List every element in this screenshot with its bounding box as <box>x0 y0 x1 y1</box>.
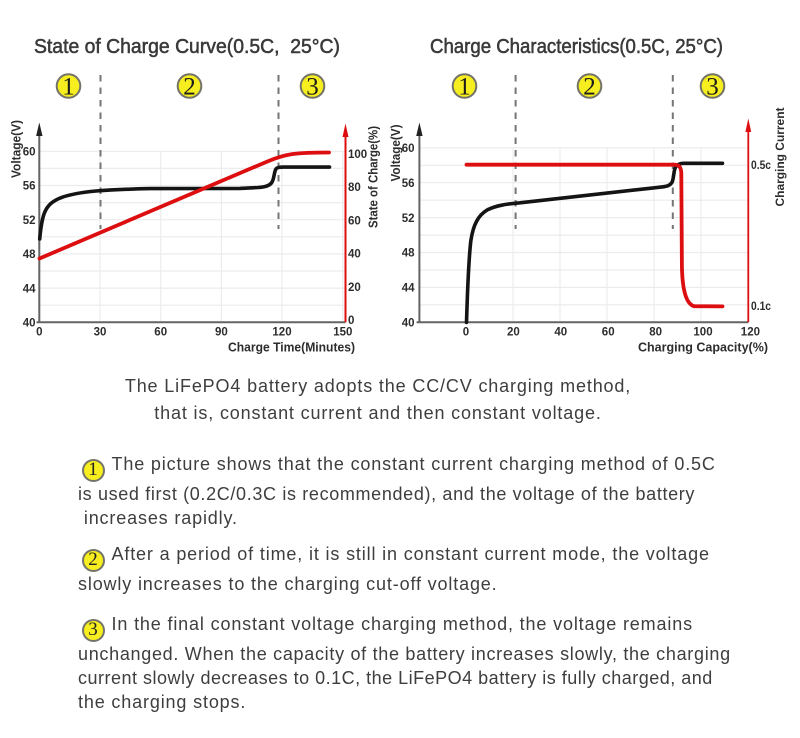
svg-text:Charge Characteristics(0.5C, 2: Charge Characteristics(0.5C, 25°C) <box>430 35 723 58</box>
svg-text:44: 44 <box>23 283 36 295</box>
svg-text:1: 1 <box>62 73 75 100</box>
svg-text:90: 90 <box>215 327 228 339</box>
svg-text:3: 3 <box>706 73 719 100</box>
svg-text:40: 40 <box>23 318 36 330</box>
svg-text:20: 20 <box>507 327 520 339</box>
svg-text:100: 100 <box>693 327 712 339</box>
svg-text:120: 120 <box>741 327 760 339</box>
svg-text:56: 56 <box>402 178 415 190</box>
svg-text:44: 44 <box>402 283 415 295</box>
svg-text:0.1c: 0.1c <box>751 299 771 313</box>
svg-text:0: 0 <box>36 327 42 339</box>
svg-text:1: 1 <box>458 73 471 100</box>
svg-text:0: 0 <box>348 315 354 327</box>
svg-text:Charge Time(Minutes): Charge Time(Minutes) <box>228 340 355 355</box>
svg-text:Charging Current: Charging Current <box>773 108 787 207</box>
svg-text:60: 60 <box>348 215 361 227</box>
svg-text:80: 80 <box>348 182 361 194</box>
svg-text:60: 60 <box>154 327 167 339</box>
svg-text:40: 40 <box>554 327 567 339</box>
svg-text:60: 60 <box>23 147 36 159</box>
svg-text:2: 2 <box>183 73 196 100</box>
svg-text:60: 60 <box>402 143 415 155</box>
svg-text:30: 30 <box>94 327 107 339</box>
svg-text:40: 40 <box>402 318 415 330</box>
svg-text:100: 100 <box>348 149 367 161</box>
svg-text:56: 56 <box>23 181 36 193</box>
svg-text:0: 0 <box>463 327 469 339</box>
svg-text:3: 3 <box>306 73 319 100</box>
svg-text:20: 20 <box>348 282 361 294</box>
svg-text:48: 48 <box>402 248 415 260</box>
svg-text:40: 40 <box>348 249 361 261</box>
svg-text:State of Charge Curve(0.5C, 2: State of Charge Curve(0.5C, 25°C) <box>34 35 340 58</box>
svg-text:Voltage(V): Voltage(V) <box>389 125 403 182</box>
svg-text:120: 120 <box>272 327 291 339</box>
svg-text:52: 52 <box>23 215 36 227</box>
svg-text:52: 52 <box>402 213 415 225</box>
svg-text:Voltage(V): Voltage(V) <box>10 120 24 178</box>
svg-text:Charging Capacity(%): Charging Capacity(%) <box>638 340 768 355</box>
svg-text:2: 2 <box>583 73 596 100</box>
svg-text:State of Charge(%): State of Charge(%) <box>367 126 381 228</box>
svg-text:80: 80 <box>649 327 662 339</box>
svg-text:0.5c: 0.5c <box>751 158 771 172</box>
svg-text:60: 60 <box>602 327 615 339</box>
svg-text:48: 48 <box>23 249 36 261</box>
svg-text:150: 150 <box>333 327 352 339</box>
